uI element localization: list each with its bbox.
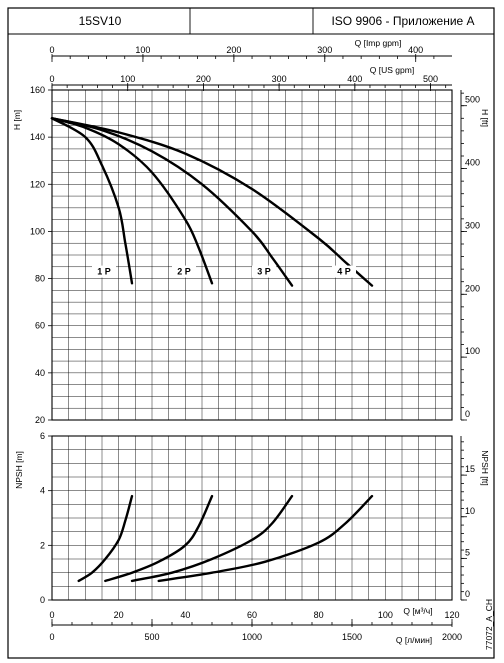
head-right-tick-label: 300 — [465, 220, 480, 230]
head-curve-1p — [50, 117, 134, 285]
model-title: 15SV10 — [79, 14, 122, 28]
axes — [48, 54, 467, 627]
drawing-code: 77072_A_CH — [484, 599, 494, 650]
npsh-right-tick-label: 15 — [465, 464, 475, 474]
x-m3h-tick-label: 60 — [247, 610, 257, 620]
npsh-right-tick-label: 10 — [465, 506, 475, 516]
head-right-tick-label: 200 — [465, 283, 480, 293]
head-curve-label: 3 P — [257, 267, 271, 277]
npsh-curve-3p — [130, 494, 294, 583]
head-curve-2p — [50, 117, 214, 285]
head-right-tick-label: 100 — [465, 346, 480, 356]
npsh-curve-4p — [157, 494, 374, 583]
npsh-left-axis-label: NPSH [m] — [14, 451, 24, 489]
head-curve-label: 4 P — [337, 267, 351, 277]
x-m3h-tick-label: 80 — [314, 610, 324, 620]
npsh-curve-1p — [77, 494, 134, 583]
chart-frame — [7, 7, 495, 659]
x-axis-lmin-label: Q [л/мин] — [396, 635, 432, 645]
head-curve-label-bg — [252, 265, 276, 278]
lmin-tick-label: 1500 — [342, 632, 362, 642]
top-axis-us-label: Q [US gpm] — [370, 65, 414, 75]
curves — [50, 117, 374, 583]
head-left-tick-label: 100 — [30, 226, 45, 236]
us-axis-tick-label: 100 — [120, 74, 135, 84]
npsh-right-tick-label: 5 — [465, 547, 470, 557]
npsh-left-tick-label: 4 — [40, 486, 45, 496]
npsh-panel-border — [51, 435, 453, 601]
head-curve-label: 1 P — [97, 267, 111, 277]
head-curve-4p — [50, 117, 374, 287]
npsh-left-tick-label: 0 — [40, 595, 45, 605]
lmin-tick-label: 500 — [144, 632, 159, 642]
x-axis-m3h-label: Q [м³/ч] — [403, 606, 432, 616]
head-curve-3p — [50, 117, 294, 287]
npsh-right-tick-label: 0 — [465, 589, 470, 599]
us-axis-tick-label: 0 — [49, 74, 54, 84]
head-left-tick-label: 160 — [30, 85, 45, 95]
head-curve-label: 2 P — [177, 267, 191, 277]
x-m3h-tick-label: 40 — [180, 610, 190, 620]
head-curve-label-bg — [172, 265, 196, 278]
head-left-axis-label: H [m] — [12, 110, 22, 130]
us-axis-tick-label: 400 — [347, 74, 362, 84]
x-m3h-tick-label: 100 — [378, 610, 393, 620]
standard-title: ISO 9906 - Приложение A — [331, 14, 474, 28]
us-axis-tick-label: 200 — [196, 74, 211, 84]
top-axis-imp-label: Q [Imp gpm] — [355, 38, 402, 48]
npsh-left-tick-label: 6 — [40, 431, 45, 441]
head-left-tick-label: 120 — [30, 179, 45, 189]
head-left-tick-label: 40 — [35, 368, 45, 378]
x-m3h-tick-label: 20 — [114, 610, 124, 620]
grid — [51, 89, 453, 601]
head-panel-border — [51, 89, 453, 421]
x-m3h-tick-label: 120 — [444, 610, 459, 620]
imp-axis-tick-label: 0 — [49, 45, 54, 55]
head-right-tick-label: 500 — [465, 95, 480, 105]
head-left-tick-label: 80 — [35, 274, 45, 284]
x-m3h-tick-label: 0 — [49, 610, 54, 620]
imp-axis-tick-label: 100 — [135, 45, 150, 55]
head-left-tick-label: 60 — [35, 321, 45, 331]
head-curve-label-bg — [92, 265, 116, 278]
head-right-axis-label: H [ft] — [480, 109, 490, 127]
lmin-tick-label: 2000 — [442, 632, 462, 642]
lmin-tick-label: 0 — [49, 632, 54, 642]
imp-axis-tick-label: 200 — [226, 45, 241, 55]
lmin-tick-label: 1000 — [242, 632, 262, 642]
npsh-curve-2p — [104, 494, 214, 583]
head-left-tick-label: 20 — [35, 415, 45, 425]
imp-axis-tick-label: 400 — [408, 45, 423, 55]
head-right-tick-label: 0 — [465, 409, 470, 419]
imp-axis-tick-label: 300 — [317, 45, 332, 55]
axis-labels: 2040608010012014016002460100200300400500… — [30, 45, 480, 642]
npsh-left-tick-label: 2 — [40, 540, 45, 550]
head-left-tick-label: 140 — [30, 132, 45, 142]
us-axis-tick-label: 300 — [272, 74, 287, 84]
npsh-right-axis-label: NPSH [ft] — [480, 450, 490, 485]
head-right-tick-label: 400 — [465, 158, 480, 168]
us-axis-tick-label: 500 — [423, 74, 438, 84]
head-curve-label-bg — [332, 265, 356, 278]
